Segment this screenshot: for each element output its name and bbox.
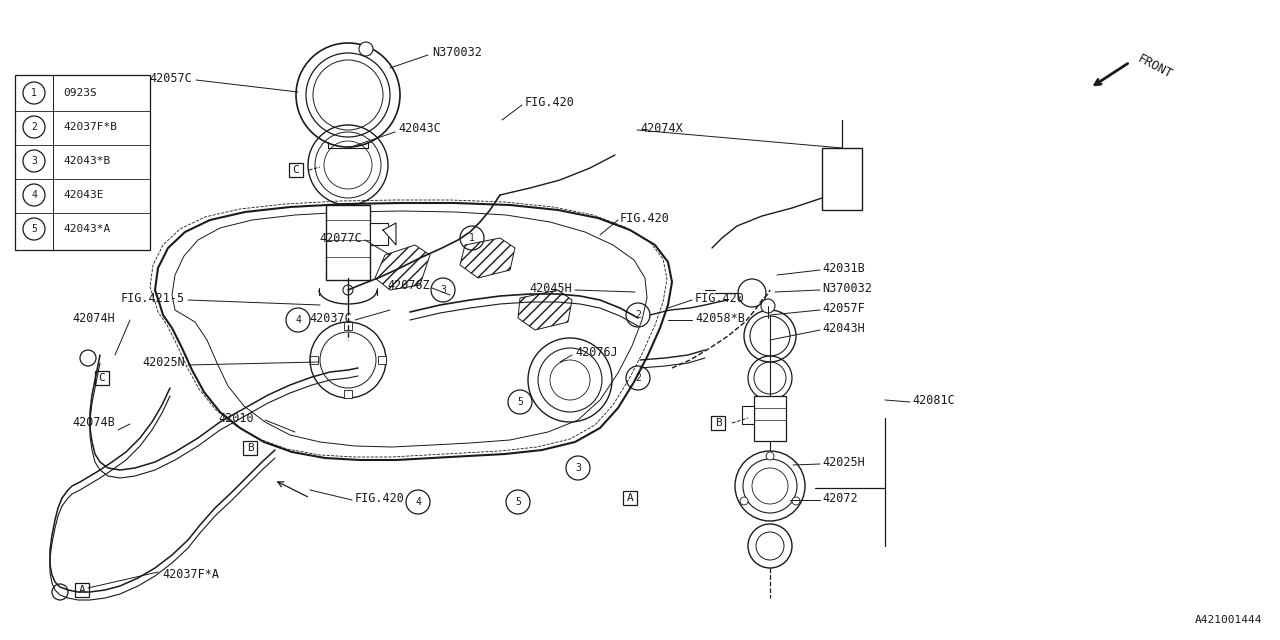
Text: 42037C: 42037C [310,312,352,324]
Text: 42037F*A: 42037F*A [163,568,219,582]
Text: 5: 5 [31,224,37,234]
Text: 42010: 42010 [218,412,253,424]
Text: 0923S: 0923S [63,88,97,98]
Text: 42043*A: 42043*A [63,224,110,234]
Bar [310,356,317,364]
Polygon shape [460,238,515,278]
Text: FIG.420: FIG.420 [620,211,669,225]
Text: 42037F*B: 42037F*B [63,122,116,132]
Bar [710,416,724,430]
Circle shape [765,452,774,460]
Circle shape [740,497,748,505]
Bar [822,148,861,210]
Text: 42074X: 42074X [640,122,682,134]
Text: 42043E: 42043E [63,190,104,200]
Bar [370,223,388,245]
Bar [76,583,90,597]
Text: 1: 1 [468,233,475,243]
Text: A421001444: A421001444 [1194,615,1262,625]
Text: 42043*B: 42043*B [63,156,110,166]
Text: 42081C: 42081C [913,394,955,406]
Text: 4: 4 [31,190,37,200]
Text: C: C [99,373,105,383]
Text: 42057F: 42057F [822,301,865,314]
Text: 2: 2 [635,373,641,383]
Text: 42072: 42072 [822,492,858,504]
Text: 42045H: 42045H [529,282,572,294]
Bar [623,491,637,505]
Circle shape [52,584,68,600]
Text: A: A [78,585,86,595]
Text: 2: 2 [31,122,37,132]
Polygon shape [375,245,430,290]
Text: 5: 5 [517,397,524,407]
Text: 42076J: 42076J [575,346,618,358]
Text: A: A [627,493,634,503]
Text: 4: 4 [296,315,301,325]
Text: N370032: N370032 [822,282,872,294]
Bar [754,396,786,441]
Bar [15,75,150,250]
Text: 42043C: 42043C [398,122,440,134]
Circle shape [792,497,800,505]
Text: FRONT: FRONT [1135,52,1174,81]
Text: FIG.420: FIG.420 [355,492,404,504]
Bar [742,406,754,424]
Text: B: B [714,418,722,428]
Circle shape [343,285,353,295]
Bar [344,322,352,330]
Text: 4: 4 [415,497,421,507]
Text: 1: 1 [31,88,37,98]
Text: 42057C: 42057C [150,72,192,84]
Bar [289,163,303,177]
Text: FIG.420: FIG.420 [525,95,575,109]
Bar [344,390,352,398]
Text: FIG.421-5: FIG.421-5 [120,291,186,305]
Text: 3: 3 [440,285,445,295]
Circle shape [358,42,372,56]
Text: N370032: N370032 [433,45,481,58]
Text: 42043H: 42043H [822,321,865,335]
Polygon shape [383,223,396,245]
Text: 42025N: 42025N [142,355,186,369]
Text: 3: 3 [575,463,581,473]
Text: 42077C: 42077C [319,232,362,244]
Bar [243,441,257,455]
Circle shape [762,299,774,313]
Text: B: B [247,443,253,453]
Text: 2: 2 [635,310,641,320]
Text: 42031B: 42031B [822,262,865,275]
Text: C: C [293,165,300,175]
Text: 42025H: 42025H [822,456,865,468]
Bar [378,356,387,364]
Text: 42074H: 42074H [72,312,115,324]
Bar [326,205,370,280]
Text: 3: 3 [31,156,37,166]
Bar [95,371,109,385]
Text: FIG.420: FIG.420 [695,291,745,305]
Polygon shape [518,290,572,330]
Text: 42076Z: 42076Z [388,278,430,291]
Text: 42058*B: 42058*B [695,312,745,324]
Text: 5: 5 [515,497,521,507]
Circle shape [81,350,96,366]
Text: 42074B: 42074B [72,415,115,429]
